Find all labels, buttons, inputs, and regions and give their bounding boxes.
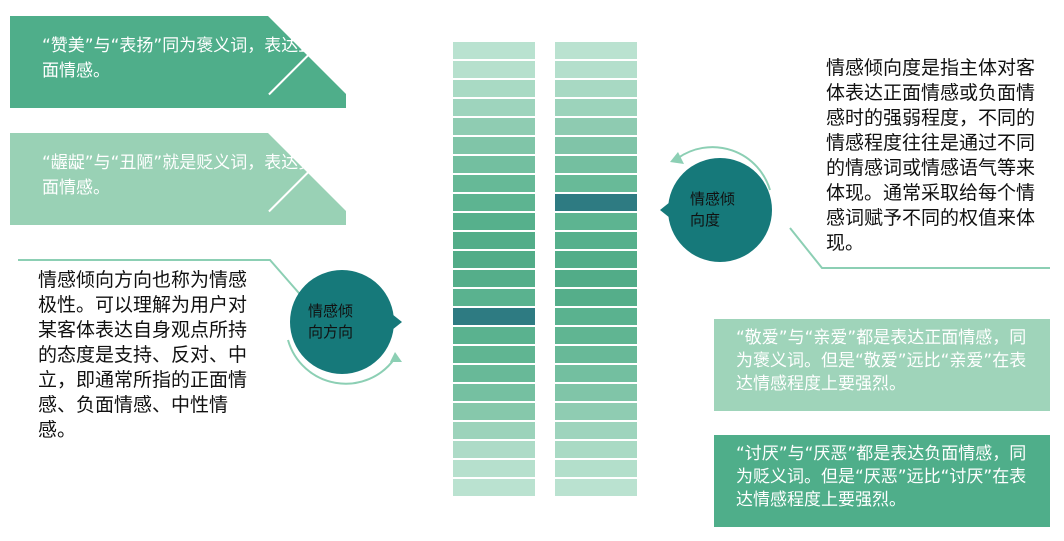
- gradient-segment: [453, 232, 535, 249]
- circle-label-line: 情感倾: [690, 190, 736, 208]
- gradient-segment: [453, 479, 535, 496]
- intensity-circle: 情感倾 向度: [660, 158, 772, 262]
- gradient-segment: [555, 156, 637, 173]
- gradient-segment: [555, 289, 637, 306]
- gradient-segment: [453, 346, 535, 363]
- gradient-segment: [555, 175, 637, 192]
- left-arc: [287, 339, 396, 385]
- gradient-segment: [453, 460, 535, 477]
- gradient-segment: [453, 194, 535, 211]
- example-box-positive: “赞美”与“表扬”同为褒义词，表达正面情感。: [10, 16, 348, 108]
- circle-pointer: [660, 202, 670, 218]
- gradient-segment: [555, 365, 637, 382]
- gradient-segment: [453, 137, 535, 154]
- polarity-description: 情感倾向方向也称为情感极性。可以理解为用户对某客体表达自身观点所持的态度是支持、…: [38, 269, 248, 441]
- gradient-segment: [453, 61, 535, 78]
- gradient-segment: [453, 308, 535, 325]
- gradient-segment: [453, 42, 535, 59]
- circle-pointer: [392, 314, 402, 330]
- example-box-intensity-positive: “敬爱”与“亲爱”都是表达正面情感，同为褒义词。但是“敬爱”远比“亲爱”在表达情…: [714, 319, 1050, 411]
- gradient-segment: [555, 460, 637, 477]
- gradient-segment: [555, 232, 637, 249]
- circle-label-line: 向度: [690, 211, 721, 229]
- gradient-segment: [555, 194, 637, 211]
- gradient-segment: [453, 327, 535, 344]
- gradient-segment: [555, 137, 637, 154]
- gradient-segment: [453, 422, 535, 439]
- gradient-segment: [555, 42, 637, 59]
- gradient-segment: [453, 99, 535, 116]
- polarity-gradient-column: [453, 42, 535, 498]
- polarity-circle: 情感倾 向方向: [290, 270, 402, 374]
- gradient-segment: [555, 346, 637, 363]
- gradient-segment: [555, 80, 637, 97]
- gradient-segment: [555, 99, 637, 116]
- gradient-segment: [453, 289, 535, 306]
- gradient-segment: [555, 118, 637, 135]
- gradient-segment: [555, 61, 637, 78]
- gradient-segment: [453, 403, 535, 420]
- left-connector: [18, 259, 306, 301]
- polarity-circle-label: 情感倾 向方向: [308, 301, 353, 343]
- gradient-segment: [453, 251, 535, 268]
- gradient-segment: [555, 403, 637, 420]
- gradient-segment: [555, 422, 637, 439]
- right-arc: [677, 146, 771, 191]
- gradient-segment: [453, 118, 535, 135]
- gradient-segment: [555, 213, 637, 230]
- gradient-segment: [453, 156, 535, 173]
- left-arc-arrow: [390, 352, 402, 362]
- gradient-segment: [453, 270, 535, 287]
- gradient-segment: [555, 270, 637, 287]
- gradient-segment: [555, 327, 637, 344]
- gradient-segment: [453, 213, 535, 230]
- example-text-positive: “赞美”与“表扬”同为褒义词，表达正面情感。: [42, 36, 316, 81]
- example-box-negative: “龌龊”与“丑陋”就是贬义词，表达负面情感。: [10, 133, 348, 225]
- circle-label-line: 情感倾: [308, 302, 354, 320]
- intensity-description: 情感倾向度是指主体对客体表达正面情感或负面情感时的强弱程度，不同的情感程度往往是…: [826, 57, 1036, 254]
- gradient-segment: [555, 308, 637, 325]
- example-text-negative: “龌龊”与“丑陋”就是贬义词，表达负面情感。: [42, 153, 316, 198]
- gradient-segment: [555, 384, 637, 401]
- example-text-intensity-negative: “讨厌”与“厌恶”都是表达负面情感，同为贬义词。但是“厌恶”远比“讨厌”在表达情…: [736, 444, 1027, 510]
- right-arc-arrow: [670, 152, 684, 164]
- example-text-intensity-positive: “敬爱”与“亲爱”都是表达正面情感，同为褒义词。但是“敬爱”远比“亲爱”在表达情…: [736, 328, 1027, 394]
- gradient-segment: [453, 80, 535, 97]
- intensity-circle-label: 情感倾 向度: [690, 189, 735, 231]
- gradient-segment: [453, 365, 535, 382]
- gradient-segment: [453, 175, 535, 192]
- gradient-segment: [453, 384, 535, 401]
- circle-label-line: 向方向: [308, 323, 354, 341]
- gradient-segment: [555, 441, 637, 458]
- gradient-segment: [555, 251, 637, 268]
- gradient-segment: [555, 479, 637, 496]
- right-connector: [789, 227, 1050, 269]
- gradient-segment: [453, 441, 535, 458]
- example-box-intensity-negative: “讨厌”与“厌恶”都是表达负面情感，同为贬义词。但是“厌恶”远比“讨厌”在表达情…: [714, 435, 1050, 527]
- intensity-gradient-column: [555, 42, 637, 498]
